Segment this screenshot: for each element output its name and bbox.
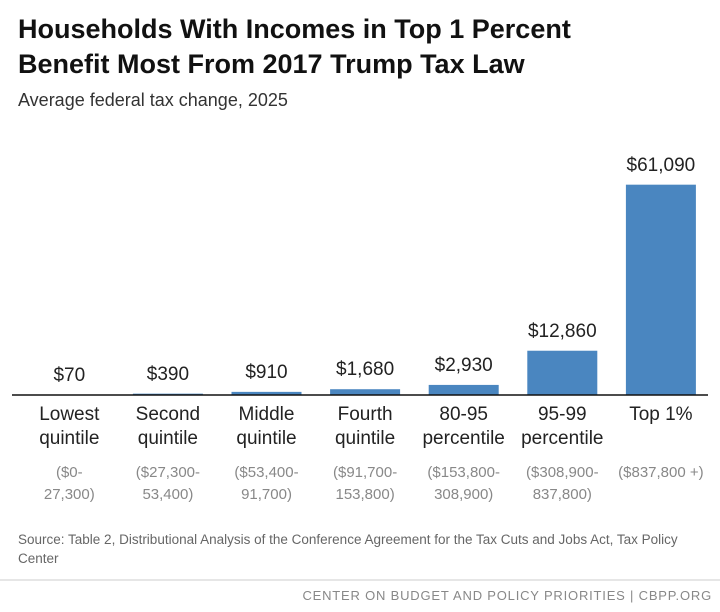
- value-label: $61,090: [626, 154, 696, 176]
- bar: [231, 391, 302, 395]
- x-tick-label: Lowest quintile: [39, 404, 100, 449]
- x-tick-label: 80-95 percentile: [422, 404, 505, 449]
- income-range: ($53,400- 91,700): [234, 464, 299, 503]
- value-label: $70: [53, 364, 86, 386]
- x-tick-label: Fourth quintile: [334, 404, 396, 449]
- value-label: $2,930: [434, 354, 493, 376]
- x-tick-label: Top 1%: [629, 404, 693, 425]
- income-range: ($27,300- 53,400): [135, 464, 200, 503]
- footer: CENTER ON BUDGET AND POLICY PRIORITIES |…: [302, 588, 712, 603]
- source-note: Source: Table 2, Distributional Analysis…: [18, 532, 678, 566]
- x-tick-label: 95-99 percentile: [521, 404, 604, 449]
- x-tick-label: Second quintile: [135, 404, 201, 449]
- bar: [527, 350, 598, 395]
- value-label: $910: [245, 361, 288, 383]
- income-range: ($0- 27,300): [43, 464, 95, 503]
- value-label: $1,680: [336, 359, 395, 381]
- value-label: $12,860: [527, 320, 597, 342]
- bar: [625, 184, 696, 395]
- x-tick-label: Middle quintile: [236, 404, 297, 449]
- income-range: ($91,700- 153,800): [332, 464, 398, 503]
- chart-title: Households With Incomes in Top 1 Percent…: [18, 14, 571, 79]
- value-label: $390: [146, 363, 190, 385]
- income-range: ($153,800- 308,900): [427, 464, 500, 503]
- chart-subtitle: Average federal tax change, 2025: [18, 90, 288, 110]
- income-range: ($837,800 +): [618, 464, 704, 481]
- bar: [428, 384, 499, 395]
- income-range: ($308,900- 837,800): [526, 464, 599, 503]
- bar: [330, 389, 401, 395]
